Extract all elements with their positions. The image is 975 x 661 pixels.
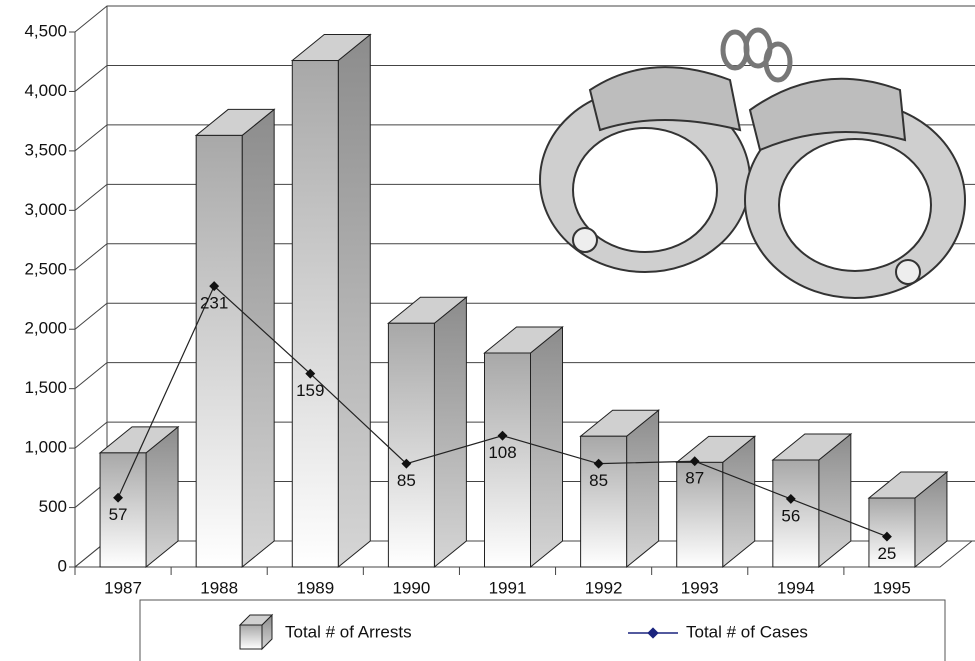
data-label: 231 [200, 294, 228, 313]
y-tick-label: 1,000 [24, 438, 67, 457]
x-tick-label: 1991 [489, 578, 527, 597]
y-tick-label: 1,500 [24, 378, 67, 397]
bar-side [530, 325, 563, 569]
data-label: 85 [397, 471, 416, 490]
y-tick-label: 0 [58, 556, 67, 575]
x-tick-label: 1992 [585, 578, 623, 597]
legend-swatch [238, 614, 274, 626]
legend-box [139, 599, 946, 661]
legend-items: Total # of Arrests Total # of Cases [238, 613, 808, 651]
data-label: 56 [781, 506, 800, 525]
x-tick-label: 1988 [200, 578, 238, 597]
y-tick-label: 2,000 [24, 319, 67, 338]
line-point [593, 458, 604, 469]
bar [291, 60, 339, 568]
grid-line [74, 64, 975, 92]
grid-line [74, 302, 975, 330]
bar-side [626, 409, 660, 569]
handcuffs-illustration [539, 27, 966, 299]
y-tick-label: 2,500 [24, 259, 67, 278]
grid-line [74, 362, 975, 390]
y-tick-label: 4,000 [24, 81, 67, 100]
grid-line [74, 5, 975, 33]
y-tick-label: 500 [39, 497, 67, 516]
bar [676, 461, 724, 568]
x-tick-label: 1993 [681, 578, 719, 597]
y-tick-label: 4,500 [24, 21, 67, 40]
bar [195, 134, 243, 568]
bar [484, 352, 531, 568]
bar [99, 452, 147, 568]
x-tick-label: 1995 [873, 578, 911, 597]
bar-side [241, 108, 275, 569]
line-point [209, 281, 220, 292]
legend-label: Total # of Cases [686, 622, 808, 641]
line-point [689, 456, 700, 467]
line-point [305, 368, 316, 379]
bar-side [337, 33, 371, 569]
bar [772, 459, 820, 568]
line-point [881, 531, 892, 542]
line-point [497, 430, 508, 441]
legend-swatch [239, 624, 263, 650]
bar [387, 322, 435, 568]
plot-marks: 57 231 159 85 108 85 87 56 25 [98, 33, 949, 569]
grid-line [74, 421, 975, 449]
y-tick-label: 3,000 [24, 200, 67, 219]
data-label: 25 [877, 544, 896, 563]
x-tick-label: 1987 [104, 578, 142, 597]
x-tick-label: 1990 [392, 578, 430, 597]
line-point [401, 458, 412, 469]
line-point [785, 493, 796, 504]
data-label: 85 [589, 471, 608, 490]
bar [580, 435, 628, 568]
y-tick-label: 3,500 [24, 140, 67, 159]
bar-side [433, 296, 467, 569]
data-label: 87 [685, 469, 704, 488]
x-tick-label: 1989 [296, 578, 334, 597]
data-label: 57 [109, 505, 128, 524]
legend-swatch [647, 627, 659, 639]
legend: Total # of Arrests Total # of Cases [139, 599, 946, 661]
data-label: 159 [296, 381, 324, 400]
data-label: 108 [488, 443, 516, 462]
legend-label: Total # of Arrests [285, 622, 412, 641]
x-tick-label: 1994 [777, 578, 815, 597]
